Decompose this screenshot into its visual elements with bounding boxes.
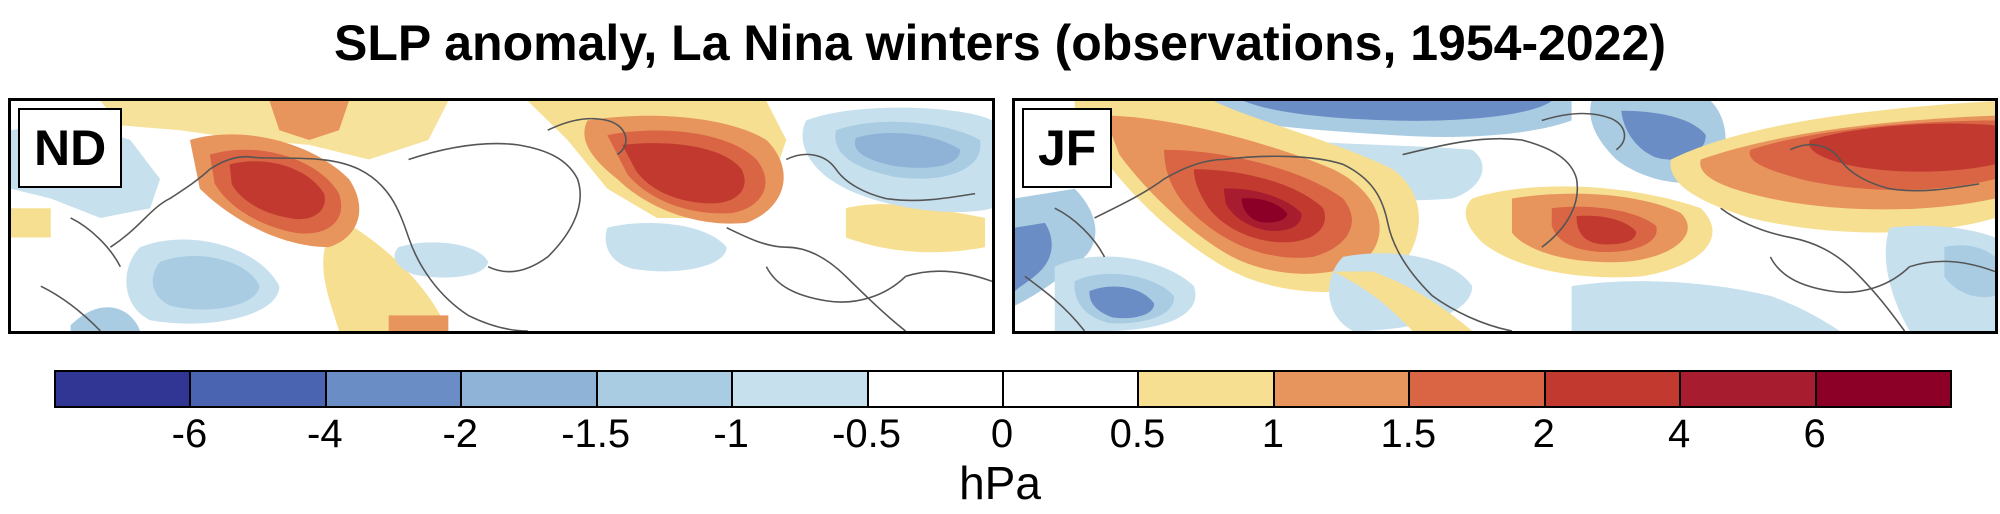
colorbar-segment <box>1272 370 1411 408</box>
figure-title: SLP anomaly, La Nina winters (observatio… <box>334 15 1666 71</box>
colorbar-segment <box>189 370 327 408</box>
colorbar-segment <box>1814 370 1952 408</box>
colorbar-segment <box>1002 370 1140 408</box>
colorbar-segment <box>731 370 869 408</box>
slp-anomaly-map-nd <box>11 101 992 331</box>
colorbar-tick-label: 6 <box>1803 412 1826 456</box>
colorbar-tick-label: 1.5 <box>1380 412 1437 456</box>
colorbar-segment <box>866 370 1004 408</box>
colorbar-tick-label: -1 <box>713 412 749 456</box>
colorbar-tick-label: 4 <box>1668 412 1691 456</box>
colorbar-segment <box>324 370 463 408</box>
colorbar-tick-label: 2 <box>1532 412 1555 456</box>
colorbar-tick-label: -1.5 <box>561 412 631 456</box>
colorbar-tick-label: -4 <box>307 412 343 456</box>
panel-label-jf: JF <box>1022 108 1113 188</box>
map-panel-jf: JF <box>1012 98 1998 334</box>
colorbar-segment <box>54 370 192 408</box>
colorbar-tick-label: -2 <box>442 412 479 456</box>
colorbar-tick-label: 1 <box>1261 412 1284 456</box>
colorbar-tick-label: 0 <box>990 412 1014 456</box>
map-panel-nd: ND <box>8 98 995 334</box>
slp-anomaly-map-jf <box>1015 101 1995 331</box>
colorbar-tick-label: -0.5 <box>832 412 902 456</box>
colorbar-segment <box>595 370 734 408</box>
colorbar-segment <box>1137 370 1275 408</box>
colorbar-tick-label: 0.5 <box>1109 412 1166 456</box>
colorbar-tick-label: -6 <box>171 412 208 456</box>
colorbar-segment <box>1679 370 1817 408</box>
colorbar-segment <box>460 370 598 408</box>
colorbar-segment <box>1408 370 1546 408</box>
colorbar <box>54 370 1952 408</box>
colorbar-segment <box>1543 370 1682 408</box>
colorbar-units: hPa <box>959 457 1041 509</box>
panel-label-nd: ND <box>18 108 123 188</box>
